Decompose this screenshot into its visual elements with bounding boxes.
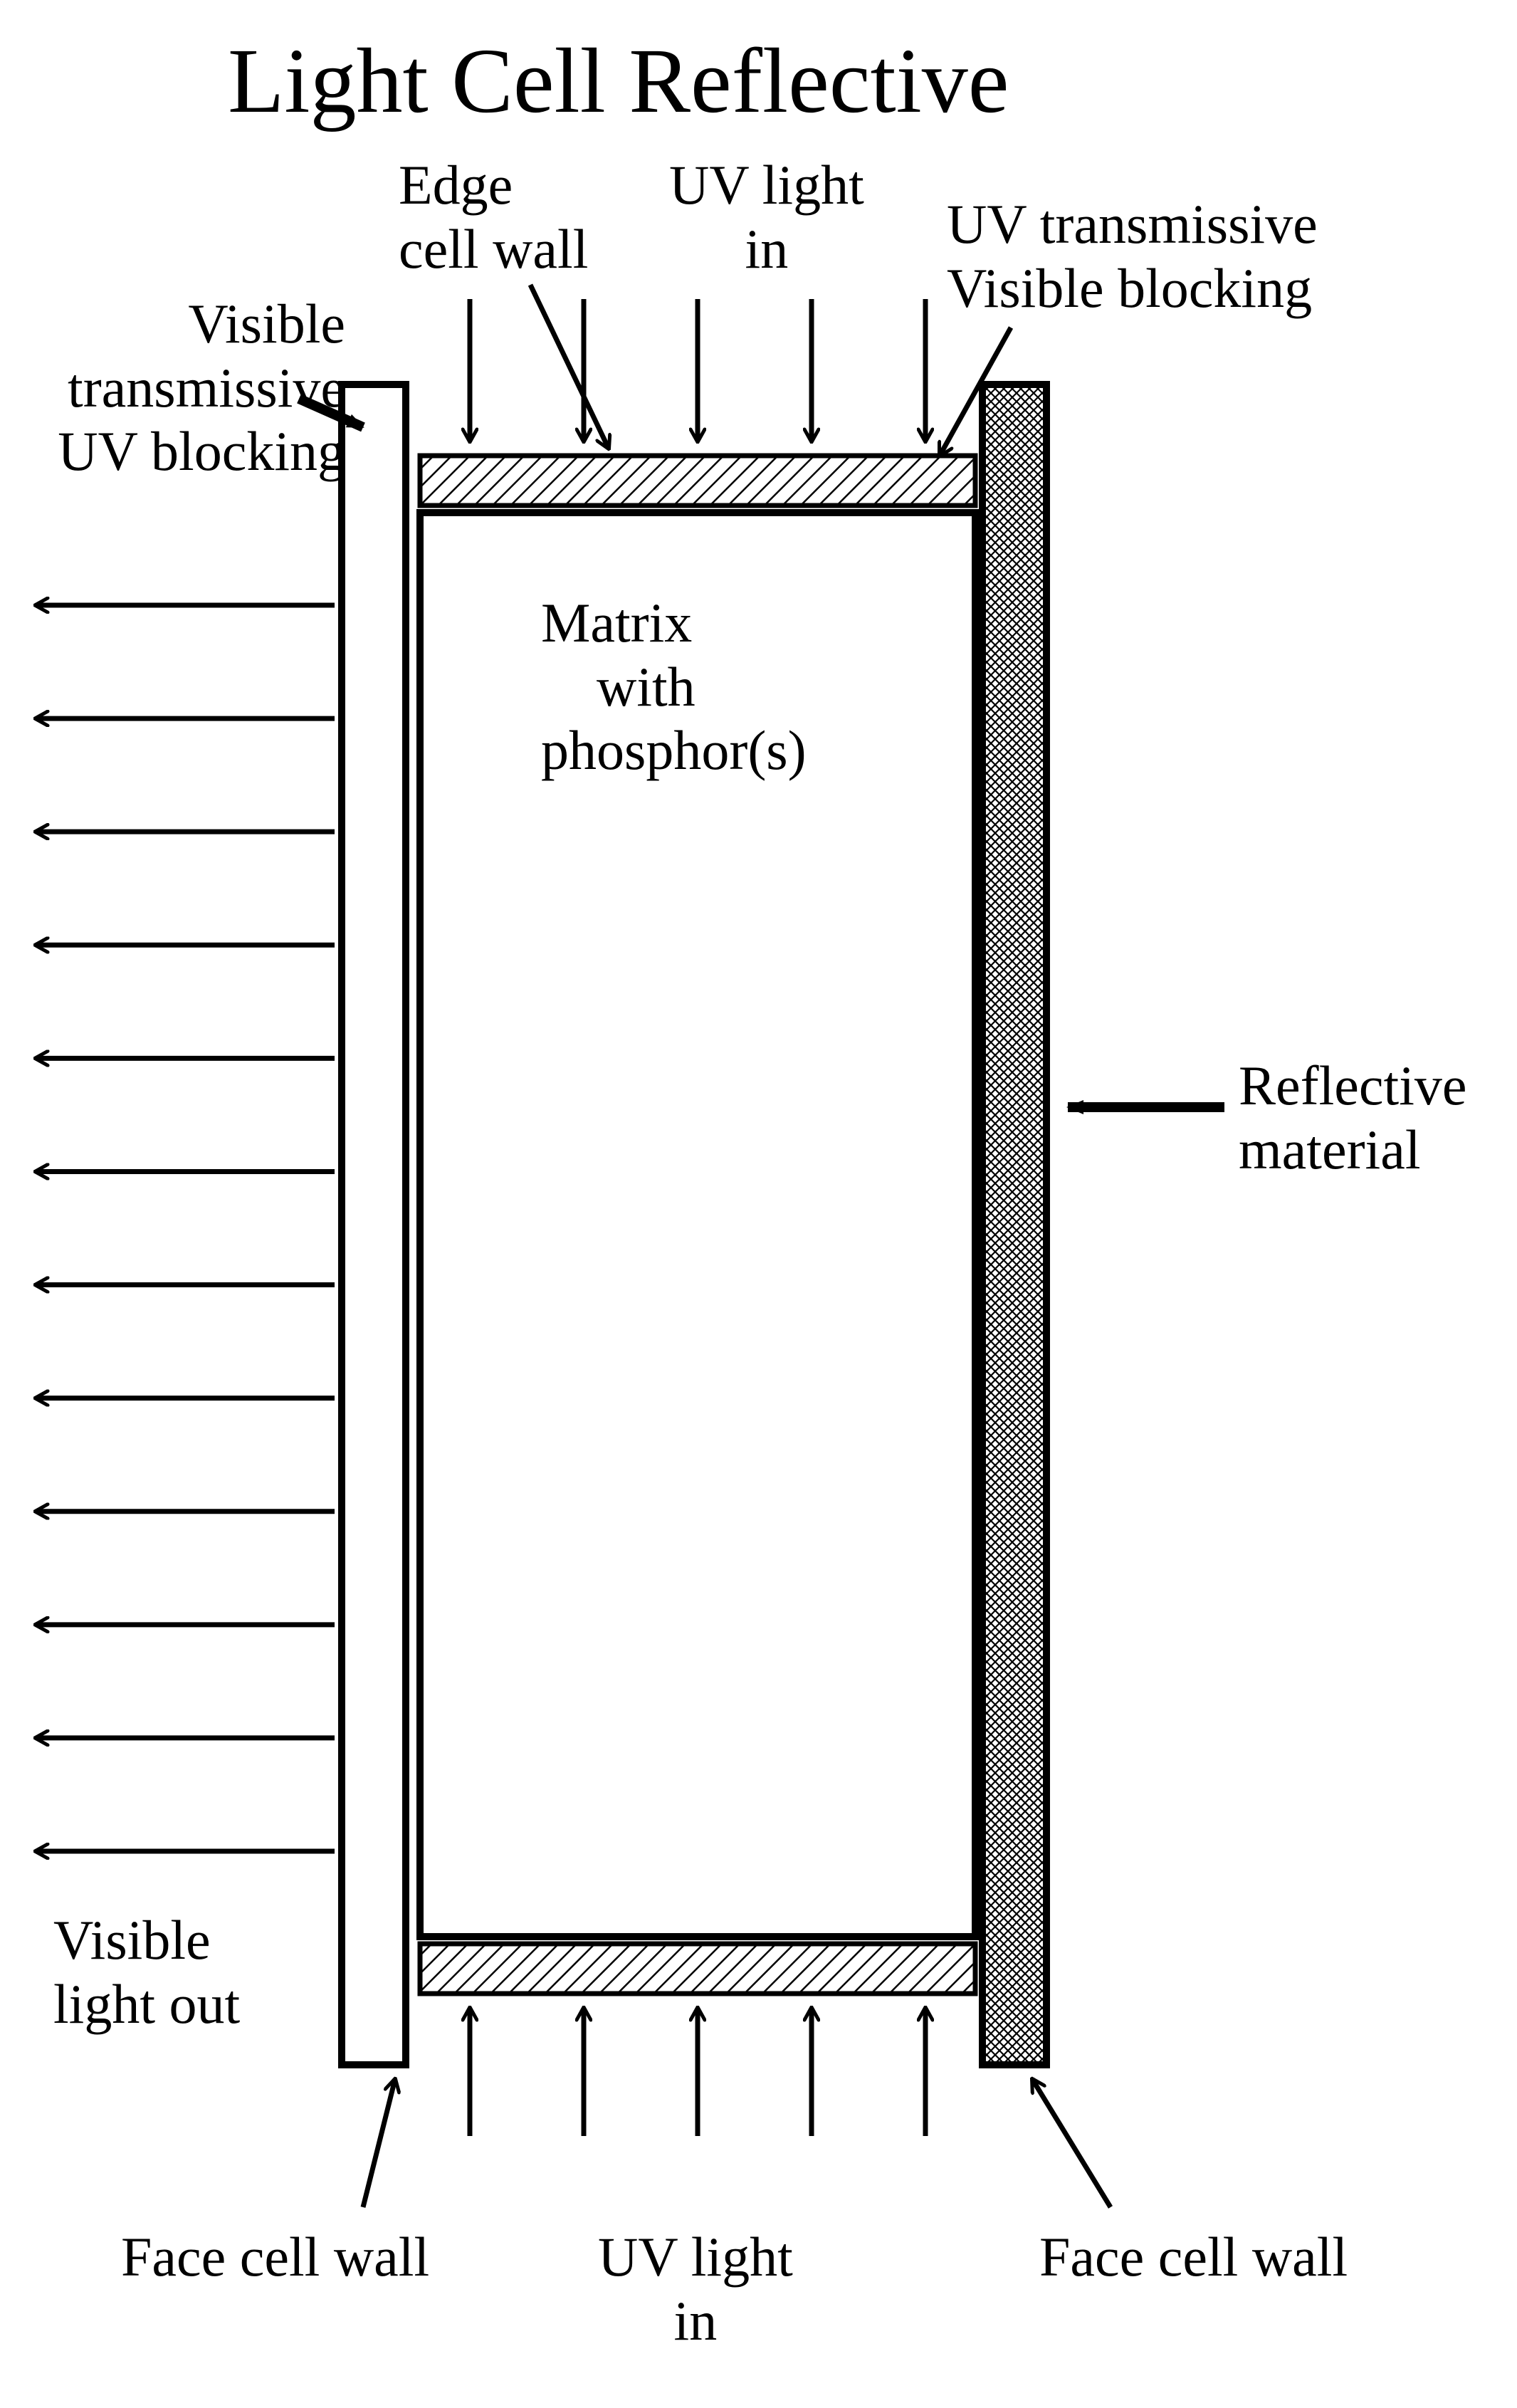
label-uv-light-in-bottom: UV light in [598, 2225, 793, 2352]
label-edge-cell-wall: Edge cell wall [399, 153, 588, 281]
left-face-cell-wall [342, 384, 406, 2065]
bottom-edge-cell-wall [420, 1944, 975, 1994]
label-uv-light-in-top: UV light in [669, 153, 864, 281]
label-matrix: Matrix with phosphor(s) [541, 591, 807, 782]
label-face-cell-wall-left: Face cell wall [121, 2225, 429, 2289]
right-face-cell-wall [982, 384, 1046, 2065]
title: Light Cell Reflective [228, 28, 1009, 135]
label-reflective-material: Reflective material [1239, 1054, 1467, 1181]
label-visible-transmissive: Visible transmissive UV blocking [46, 292, 345, 483]
label-face-cell-wall-right: Face cell wall [1039, 2225, 1348, 2289]
leader-edge-cell-wall [530, 285, 609, 449]
label-uv-transmissive: UV transmissive Visible blocking [947, 192, 1318, 320]
top-edge-cell-wall [420, 456, 975, 506]
leader-face-cell-wall-left [363, 2079, 395, 2207]
leader-face-cell-wall-right [1032, 2079, 1111, 2207]
label-visible-light-out: Visible light out [53, 1908, 240, 2036]
